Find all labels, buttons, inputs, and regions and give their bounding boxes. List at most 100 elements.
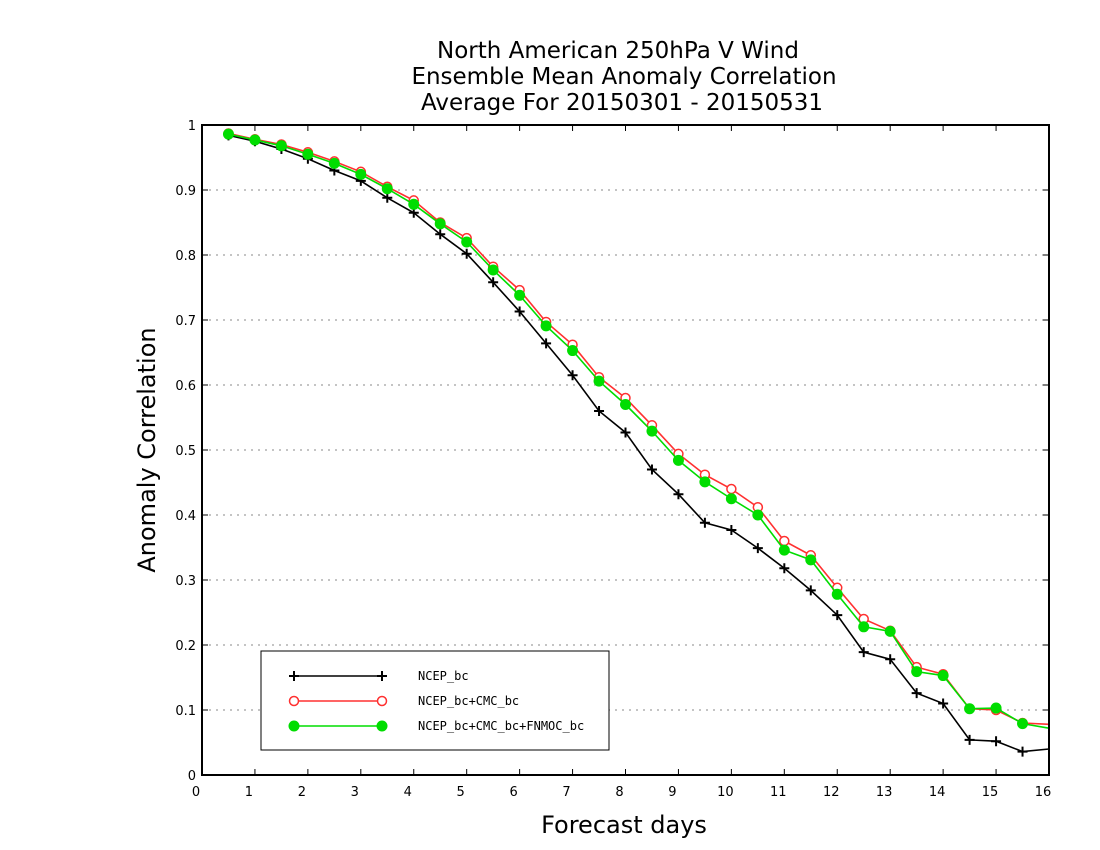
data-point (752, 543, 763, 554)
data-point (249, 134, 261, 146)
x-tick-label: 12 (823, 785, 840, 800)
data-point (752, 509, 764, 521)
x-tick-label: 1 (245, 785, 253, 800)
legend-marker (288, 695, 300, 707)
data-point (673, 489, 684, 500)
data-point (487, 264, 499, 276)
data-point (990, 702, 1002, 714)
data-point (1017, 718, 1029, 730)
data-point (858, 621, 870, 633)
data-point (488, 277, 499, 288)
data-point (805, 585, 816, 596)
x-axis-title: Forecast days (541, 811, 707, 839)
y-tick-label: 0.7 (175, 314, 196, 329)
chart-title: North American 250hPa V Wind Ensemble Me… (411, 38, 836, 116)
x-tick-label: 7 (562, 785, 570, 800)
data-point (514, 306, 525, 317)
y-tick-label: 0.9 (175, 184, 196, 199)
data-point (831, 588, 843, 600)
x-tick-label: 8 (615, 785, 623, 800)
data-point (434, 218, 446, 230)
data-point (646, 425, 658, 437)
legend-marker (288, 720, 300, 732)
x-tick-label: 6 (509, 785, 517, 800)
y-tick-label: 0.5 (175, 444, 196, 459)
legend: NCEP_bc NCEP_bc+CMC_bc NCEP_bc+CMC_bc+FNMO… (260, 650, 610, 751)
data-point (435, 229, 446, 240)
y-tick-label: 0.6 (175, 379, 196, 394)
legend-marker (289, 671, 299, 681)
x-tick-label: 5 (457, 785, 465, 800)
x-tick-label: 10 (717, 785, 734, 800)
data-point (726, 483, 737, 495)
data-point (355, 168, 367, 180)
data-point (328, 157, 340, 169)
data-point (620, 399, 631, 410)
y-tick-label: 0.2 (175, 639, 196, 654)
data-point (594, 406, 605, 416)
data-point (302, 148, 314, 160)
data-point (858, 647, 869, 658)
x-tick-label: 13 (876, 785, 893, 800)
data-point (885, 654, 896, 665)
series-line (228, 133, 1050, 729)
data-point (911, 666, 923, 678)
data-point (275, 140, 287, 152)
data-point (884, 625, 896, 637)
data-point (964, 734, 975, 745)
y-tick-label: 0.1 (175, 704, 196, 719)
chart-title-line-2: Ensemble Mean Anomaly Correlation (411, 64, 836, 90)
legend-marker (376, 695, 388, 707)
y-tick-label: 0.4 (175, 509, 196, 524)
data-point (567, 345, 579, 357)
data-point (779, 535, 790, 547)
data-point (646, 464, 657, 475)
x-tick-label: 3 (351, 785, 359, 800)
x-tick-label: 16 (1035, 785, 1052, 800)
data-point (222, 128, 234, 140)
series-line (228, 134, 1050, 753)
x-tick-label: 0 (192, 785, 200, 800)
x-tick-label: 2 (298, 785, 306, 800)
y-tick-label: 0.8 (175, 249, 196, 264)
series-line (228, 132, 1050, 726)
chart-title-line-1: North American 250hPa V Wind (437, 38, 799, 64)
data-point (805, 554, 817, 566)
data-point (461, 248, 472, 259)
data-series (222, 128, 1050, 757)
data-point (964, 703, 976, 715)
data-point (778, 544, 790, 556)
legend-label: NCEP_bc+CMC_bc+FNMOC_bc (418, 719, 584, 733)
series-2 (223, 128, 1050, 729)
data-point (593, 375, 605, 387)
data-point (991, 736, 1002, 747)
y-tick-label: 0 (188, 769, 196, 784)
y-tick-label: 0.3 (175, 574, 196, 589)
data-point (1017, 746, 1028, 757)
gridlines (202, 189, 1049, 711)
legend-marker (377, 671, 387, 681)
data-point (725, 493, 737, 505)
axis-ticks: 00.10.20.30.40.50.60.70.80.910 1 2 3 4 5 6 7 8 9 1… (175, 119, 1051, 800)
data-point (911, 688, 922, 699)
legend-marker (376, 720, 388, 732)
y-axis-title: Anomaly Correlation (133, 327, 161, 572)
legend-label: NCEP_bc+CMC_bc (418, 694, 519, 708)
x-tick-label: 4 (404, 785, 412, 800)
x-tick-label: 15 (982, 785, 999, 800)
x-tick-label: 11 (770, 785, 787, 800)
data-point (381, 183, 393, 195)
x-tick-label: 9 (668, 785, 676, 800)
data-point (726, 524, 737, 535)
data-point (382, 192, 393, 203)
data-point (461, 236, 473, 248)
data-point (937, 670, 949, 682)
data-point (779, 563, 790, 574)
y-tick-label: 1 (188, 119, 196, 134)
data-point (541, 338, 552, 349)
data-point (938, 698, 949, 709)
data-point (408, 198, 420, 210)
data-point (699, 476, 711, 488)
data-point (699, 517, 710, 528)
data-point (540, 320, 552, 332)
